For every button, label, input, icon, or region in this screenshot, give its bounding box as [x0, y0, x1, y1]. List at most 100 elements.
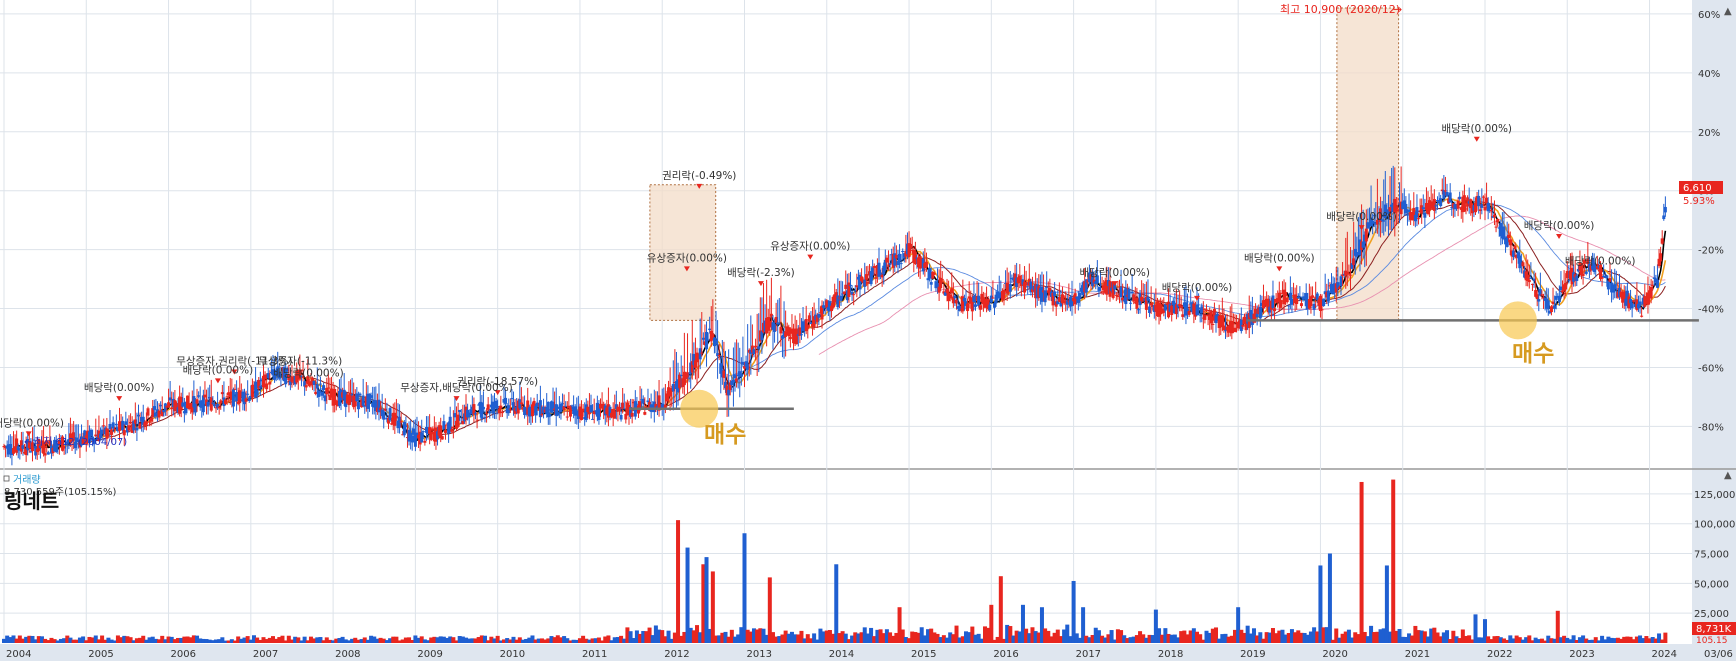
candle-body	[690, 361, 694, 373]
volume-bar	[315, 637, 320, 643]
candle-body	[1062, 296, 1066, 298]
volume-bar	[815, 639, 820, 643]
candle-body	[771, 322, 775, 330]
candle-body	[939, 277, 943, 289]
candle-body	[450, 429, 454, 432]
candle-body	[893, 253, 897, 266]
candle-body	[798, 327, 802, 336]
x-tick-label: 2018	[1158, 649, 1183, 660]
event-marker	[1358, 225, 1365, 231]
volume-current: 8,731K	[1696, 624, 1732, 635]
candle-body	[871, 267, 875, 276]
candle-body	[440, 436, 444, 440]
volume-bar	[131, 640, 136, 643]
candle-body	[244, 398, 248, 402]
volume-bar	[1122, 635, 1127, 643]
candle-body	[1426, 207, 1430, 215]
candle-body	[1361, 241, 1365, 248]
candle-body	[496, 405, 500, 408]
candle-body	[458, 409, 462, 412]
volume-bar	[239, 638, 244, 643]
volume-bar	[299, 640, 304, 643]
volume-bar	[508, 639, 513, 643]
candle-body	[499, 405, 503, 409]
volume-bar	[638, 633, 643, 643]
candle-body	[200, 405, 204, 408]
candle-body	[850, 291, 854, 295]
candle-body	[665, 393, 669, 402]
candle-body	[1473, 202, 1477, 213]
candle-body	[1377, 212, 1381, 214]
candle-body	[1132, 294, 1136, 302]
candle-body	[1339, 276, 1343, 286]
candle-body	[937, 286, 941, 293]
candle-body	[206, 401, 210, 407]
candle-body	[974, 304, 978, 307]
ma240-line	[818, 215, 1666, 355]
candle-body	[573, 406, 577, 416]
candle-body	[1587, 263, 1591, 272]
candle-body	[1448, 192, 1452, 203]
candle-body	[670, 390, 674, 392]
volume-bar	[546, 638, 551, 643]
candle-body	[344, 392, 348, 408]
candle-body	[961, 296, 965, 312]
candle-body	[1116, 295, 1120, 298]
volume-bar	[856, 633, 861, 643]
candle-body	[399, 421, 403, 423]
volume-bar	[1138, 631, 1143, 643]
candle-body	[1600, 276, 1604, 279]
volume-bar	[1182, 630, 1187, 643]
candle-body	[350, 394, 354, 396]
candle-body	[912, 249, 916, 263]
candle-body	[1149, 303, 1153, 306]
collapse-volume-icon[interactable]: ▲	[1724, 470, 1732, 481]
candle-body	[1336, 282, 1340, 289]
volume-bar	[1581, 635, 1586, 643]
candle-body	[505, 407, 509, 414]
candle-body	[1605, 275, 1609, 279]
candle-body	[1496, 218, 1500, 223]
volume-bar	[1650, 637, 1655, 643]
candle-body	[478, 401, 482, 414]
candle-body	[477, 404, 481, 406]
candle-body	[341, 392, 345, 398]
volume-bar	[562, 636, 567, 643]
volume-bar	[1274, 633, 1279, 643]
candle-body	[1399, 201, 1403, 215]
candle-body	[394, 416, 398, 419]
candle-body	[417, 434, 421, 439]
candle-body	[785, 326, 789, 332]
candle-body	[1162, 308, 1166, 313]
candle-body	[1010, 277, 1014, 280]
volume-bar	[1172, 634, 1177, 643]
candle-body	[45, 440, 49, 444]
candle-body	[1303, 296, 1307, 298]
volume-bar	[672, 632, 677, 643]
volume-bar	[634, 630, 639, 643]
candle-body	[1311, 295, 1315, 298]
candle-body	[500, 412, 504, 414]
candle-body	[113, 428, 117, 430]
candle-body	[459, 422, 463, 424]
candle-body	[149, 417, 153, 422]
volume-bar	[945, 637, 950, 643]
candle-body	[377, 399, 381, 413]
volume-bar	[226, 640, 231, 643]
candle-body	[1624, 298, 1628, 306]
candle-body	[659, 406, 663, 408]
candle-body	[254, 381, 258, 398]
volume-bar	[1400, 636, 1405, 643]
candle-body	[1042, 290, 1046, 293]
volume-bar	[926, 629, 931, 643]
candle-body	[667, 387, 671, 396]
volume-bar	[214, 639, 219, 643]
candle-body	[94, 434, 98, 437]
candle-body	[902, 253, 906, 258]
collapse-icon[interactable]: ▲	[1724, 6, 1732, 17]
candle-body	[274, 369, 278, 373]
candle-body	[742, 366, 746, 369]
volume-bar	[973, 634, 978, 643]
candle-body	[208, 396, 212, 399]
volume-bar	[334, 638, 339, 643]
